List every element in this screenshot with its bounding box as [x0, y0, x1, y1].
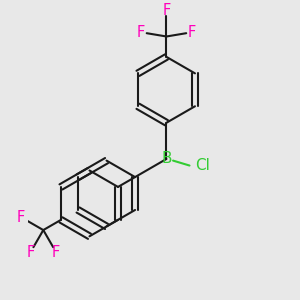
Text: B: B	[161, 152, 172, 166]
Text: F: F	[17, 210, 25, 225]
Text: F: F	[52, 245, 60, 260]
Text: F: F	[26, 245, 34, 260]
Text: F: F	[137, 25, 145, 40]
Text: F: F	[162, 3, 171, 18]
Text: Cl: Cl	[195, 158, 210, 173]
Text: F: F	[188, 25, 196, 40]
